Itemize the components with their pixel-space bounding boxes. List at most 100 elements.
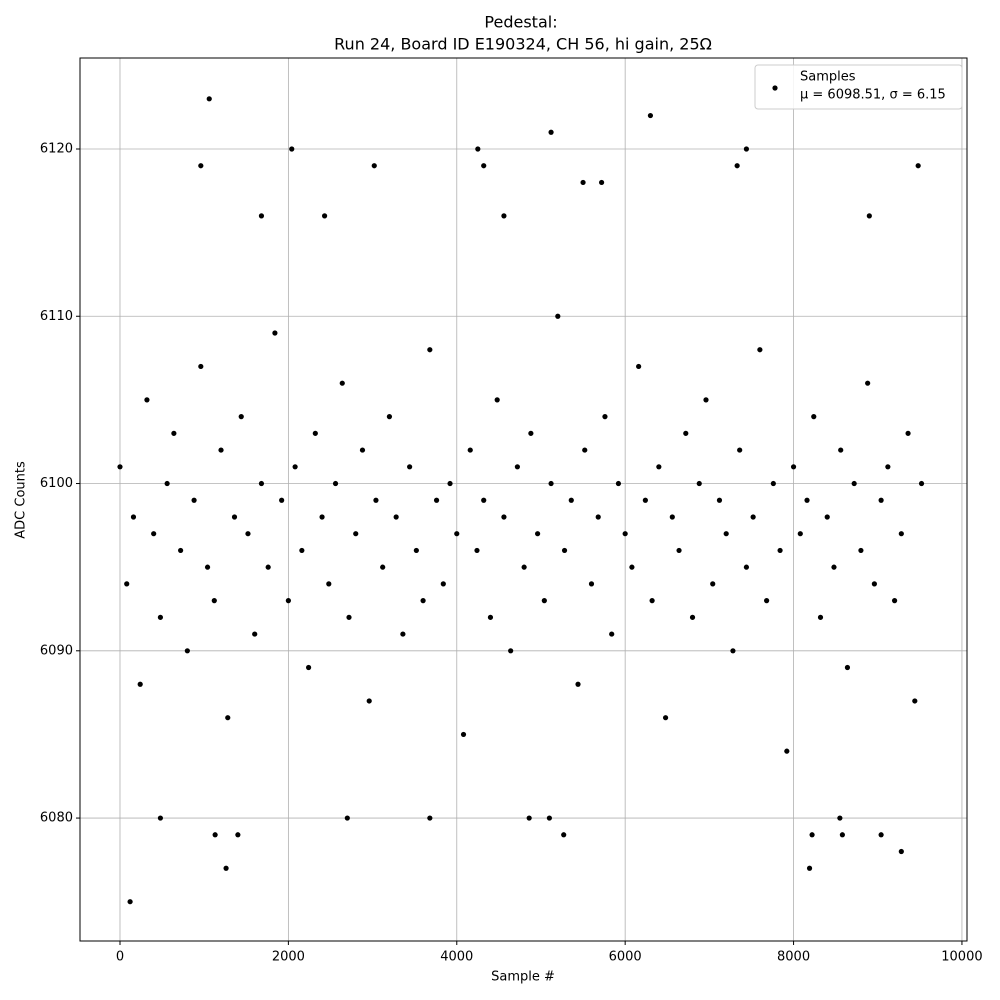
point (548, 480, 554, 487)
point (212, 832, 218, 838)
point (689, 614, 696, 620)
point (723, 531, 729, 537)
point (662, 715, 669, 721)
point (494, 397, 500, 403)
point (332, 480, 339, 487)
point (393, 514, 399, 520)
legend-label: Samples (800, 70, 856, 85)
point (871, 581, 877, 587)
point (858, 547, 864, 554)
point (568, 497, 574, 503)
x-tick-label: 10000 (941, 950, 982, 965)
point (366, 698, 372, 704)
point (400, 631, 406, 637)
point (127, 899, 133, 905)
legend-note: μ = 6098.51, σ = 6.15 (800, 88, 946, 103)
point (514, 464, 520, 470)
point (526, 815, 532, 821)
point (885, 464, 891, 470)
y-tick-label: 6090 (40, 643, 73, 658)
point (487, 614, 494, 620)
x-tick-label: 8000 (777, 950, 810, 965)
point (809, 832, 815, 838)
y-tick-label: 6080 (40, 811, 73, 826)
point (130, 514, 137, 520)
point (245, 531, 251, 537)
point (137, 681, 143, 687)
point (891, 598, 898, 604)
point (204, 564, 211, 570)
point (305, 664, 312, 671)
point (797, 531, 803, 537)
point (649, 598, 655, 604)
legend-box (754, 64, 963, 110)
point (647, 112, 654, 119)
point (838, 447, 844, 453)
point (225, 715, 231, 721)
point (866, 213, 872, 219)
x-tick-label: 4000 (440, 950, 473, 965)
point (279, 497, 285, 503)
x-tick-label: 2000 (272, 950, 305, 965)
y-tick-label: 6120 (40, 141, 73, 156)
point (912, 698, 918, 704)
point (696, 480, 702, 487)
point (433, 497, 440, 503)
point (561, 832, 567, 838)
point (501, 514, 507, 520)
point (844, 664, 851, 671)
point (548, 129, 554, 135)
point (238, 414, 244, 420)
point (508, 648, 514, 654)
point (580, 179, 586, 186)
point (407, 464, 413, 470)
point (252, 631, 258, 637)
point (157, 614, 164, 620)
point (642, 497, 648, 503)
point (265, 564, 271, 570)
point (790, 464, 797, 470)
point (359, 447, 366, 453)
legend-marker (772, 85, 778, 91)
point (481, 497, 487, 503)
point (312, 430, 318, 436)
point (339, 380, 345, 386)
point (157, 815, 164, 821)
point (289, 146, 295, 152)
point (258, 480, 265, 487)
point (467, 447, 473, 453)
point (541, 598, 547, 604)
point (319, 514, 325, 520)
point (535, 531, 541, 537)
point (743, 564, 750, 570)
point (475, 146, 481, 152)
point (777, 547, 783, 554)
point (555, 313, 561, 319)
point (521, 564, 527, 570)
point (198, 363, 204, 370)
point (344, 815, 350, 821)
point (598, 179, 605, 186)
point (636, 363, 642, 370)
point (326, 581, 332, 587)
point (373, 497, 379, 503)
point (235, 832, 241, 838)
point (716, 497, 723, 503)
y-axis-label: ADC Counts (14, 461, 29, 539)
chart-title: Pedestal: (484, 13, 557, 32)
point (206, 96, 212, 102)
point (710, 581, 716, 587)
point (750, 514, 756, 520)
point (734, 163, 740, 169)
point (602, 414, 608, 420)
point (757, 347, 763, 353)
point (420, 598, 426, 604)
point (878, 497, 884, 503)
point (258, 213, 265, 219)
point (837, 815, 843, 821)
point (804, 497, 810, 503)
point (124, 581, 130, 587)
point (223, 865, 229, 871)
